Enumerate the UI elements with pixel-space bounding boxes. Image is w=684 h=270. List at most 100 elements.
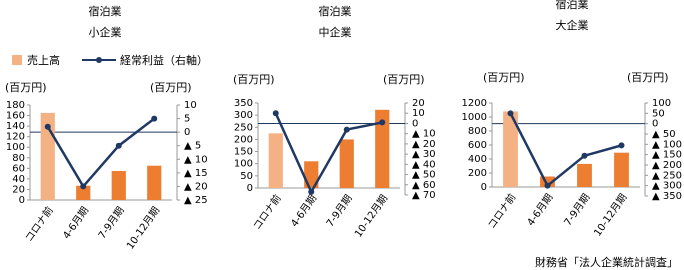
x-tick-label: 7-9月期 [324, 193, 355, 230]
x-tick-label: 10-12月期 [591, 192, 629, 239]
y2-tick-label: ▲ 150 [652, 150, 682, 161]
y2-tick-label: 50 [652, 108, 665, 119]
y2-tick-label: ▲ 15 [184, 168, 208, 179]
chart-title: 宿泊業 [89, 4, 122, 18]
bar [339, 139, 354, 188]
y-axis-label: (百万円) [233, 73, 275, 86]
x-tick-label: コロナ前 [250, 192, 284, 232]
legend-marker [96, 57, 102, 63]
y-tick-label: 50 [240, 171, 253, 182]
line-marker [44, 123, 51, 130]
x-tick-label: 7-9月期 [562, 192, 593, 229]
y-axis-label: (百万円) [483, 71, 525, 84]
line-marker [544, 182, 551, 189]
y2-tick-label: 10 [412, 108, 425, 119]
x-tick-label: 10-12月期 [124, 205, 162, 252]
bar [503, 111, 518, 187]
y2-axis-label: (百万円) [627, 71, 669, 84]
y2-tick-label: ▲ 50 [652, 129, 676, 140]
line-marker [618, 142, 625, 149]
line-marker [343, 126, 350, 133]
y-axis-label: (百万円) [5, 81, 47, 94]
y2-tick-label: 0 [412, 118, 418, 129]
chart-title: 宿泊業 [556, 0, 589, 11]
line [274, 112, 383, 195]
y-tick-label: 160 [6, 111, 25, 122]
line-marker [581, 152, 588, 159]
y2-tick-label: ▲ 40 [412, 159, 436, 170]
y-tick-label: 80 [12, 153, 25, 164]
chart-subtitle: 大企業 [556, 18, 589, 32]
y-tick-label: 200 [234, 134, 253, 145]
y-tick-label: 800 [468, 126, 487, 137]
y2-tick-label: ▲ 20 [184, 181, 208, 192]
bar [147, 165, 162, 200]
y2-tick-label: 100 [652, 98, 671, 109]
y2-tick-label: 5 [184, 114, 190, 125]
y-tick-label: 400 [468, 154, 487, 165]
line-marker [115, 142, 122, 149]
y-tick-label: 20 [12, 184, 25, 195]
y2-tick-label: 0 [184, 127, 190, 138]
y2-tick-label: ▲ 5 [184, 141, 201, 152]
y2-tick-label: ▲ 100 [652, 139, 682, 150]
y-tick-label: 250 [234, 122, 253, 133]
chart-title: 宿泊業 [319, 4, 352, 18]
y-tick-label: 0 [19, 195, 25, 206]
y2-axis-label: (百万円) [150, 81, 192, 94]
y2-tick-label: ▲ 60 [412, 180, 436, 191]
chart-subtitle: 中企業 [319, 25, 352, 39]
y2-tick-label: 20 [412, 98, 425, 109]
bar [268, 133, 283, 188]
y2-tick-label: ▲ 70 [412, 190, 436, 201]
y-tick-label: 600 [468, 140, 487, 151]
y-tick-label: 200 [468, 168, 487, 179]
x-tick-label: 7-9月期 [96, 205, 127, 242]
line-marker [308, 188, 315, 195]
y-tick-label: 120 [6, 132, 25, 143]
y-tick-label: 100 [6, 142, 25, 153]
x-tick-label: 4-6月期 [525, 192, 556, 229]
bar [540, 176, 555, 187]
bar [614, 152, 629, 187]
line [46, 117, 156, 189]
y2-tick-label: ▲ 30 [412, 149, 436, 160]
line-marker [507, 110, 514, 117]
y2-tick-label: ▲ 10 [184, 154, 208, 165]
bar [111, 170, 126, 200]
y2-tick-label: 10 [184, 100, 197, 111]
y-tick-label: 0 [247, 183, 253, 194]
line-marker [80, 183, 87, 190]
line-marker [151, 115, 158, 122]
x-tick-label: 4-6月期 [288, 193, 319, 230]
line [509, 112, 622, 188]
bar [577, 163, 592, 187]
x-tick-label: コロナ前 [485, 191, 519, 231]
y2-tick-label: 0 [652, 119, 658, 130]
y-tick-label: 1000 [462, 112, 487, 123]
y-tick-label: 180 [6, 100, 25, 111]
y2-tick-label: ▲ 200 [652, 160, 682, 171]
y2-tick-label: ▲ 10 [412, 129, 436, 140]
y2-tick-label: ▲ 50 [412, 170, 436, 181]
source: 財務省「法人企業統計調査」 [535, 255, 678, 269]
y2-tick-label: ▲ 25 [184, 195, 208, 206]
chart-subtitle: 小企業 [89, 25, 122, 39]
legend-label: 売上高 [27, 53, 60, 67]
y-tick-label: 100 [234, 159, 253, 170]
y-tick-label: 150 [234, 147, 253, 158]
line-marker [272, 110, 279, 117]
y2-tick-label: ▲ 350 [652, 191, 682, 202]
x-tick-label: 10-12月期 [352, 193, 390, 240]
line-marker [379, 119, 386, 126]
legend-swatch [12, 55, 22, 65]
bar [76, 185, 91, 200]
x-tick-label: コロナ前 [22, 204, 56, 244]
y-tick-label: 140 [6, 121, 25, 132]
y2-tick-label: ▲ 300 [652, 181, 682, 192]
y-tick-label: 40 [12, 174, 25, 185]
bar [375, 109, 390, 188]
legend-label: 経常利益（右軸） [120, 53, 208, 67]
